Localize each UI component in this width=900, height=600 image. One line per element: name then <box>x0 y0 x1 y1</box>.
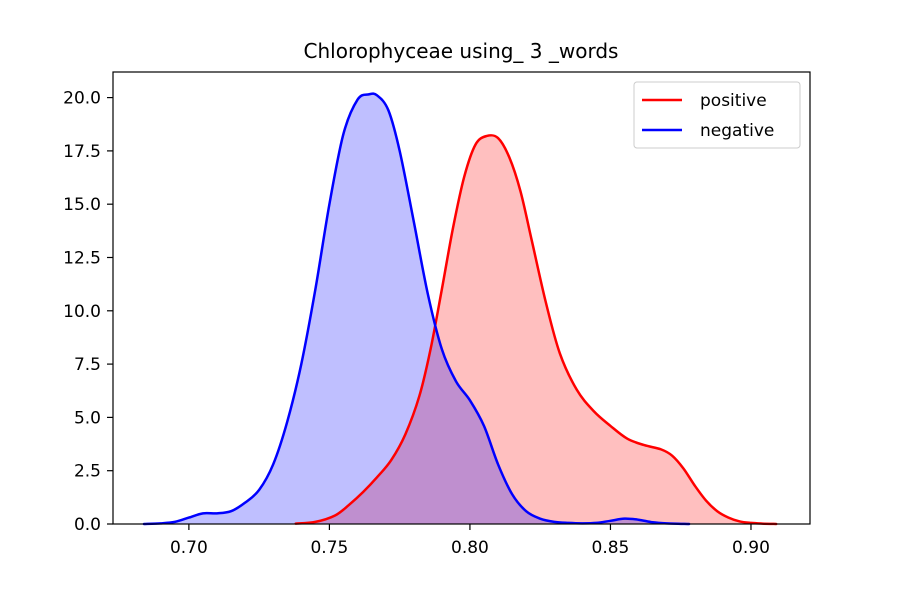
y-tick-label: 17.5 <box>63 142 101 162</box>
plot-frame <box>112 71 811 525</box>
x-tick-label: 0.75 <box>310 538 348 558</box>
legend-label-positive: positive <box>700 91 767 111</box>
fills-layer <box>143 93 777 524</box>
area-negative <box>143 93 690 524</box>
line-negative <box>142 92 691 526</box>
chart-title: Chlorophyceae using_ 3 _words <box>304 39 619 63</box>
x-tick-label: 0.90 <box>732 538 770 558</box>
legend-box <box>633 81 801 149</box>
x-tick-label: 0.85 <box>592 538 630 558</box>
y-tick-label: 12.5 <box>63 248 101 268</box>
y-tick-label: 2.5 <box>74 462 101 482</box>
area-positive <box>295 135 777 524</box>
axes-layer: 0.70 0.75 0.80 0.85 0.90 0.0 2.5 5.0 7.5 10.0 12.5… <box>63 71 811 558</box>
lines-layer <box>142 92 778 526</box>
y-tick-label: 5.0 <box>74 408 101 428</box>
line-positive <box>294 133 778 526</box>
y-tick-label: 15.0 <box>63 195 101 215</box>
x-tick-label: 0.80 <box>451 538 489 558</box>
legend-label-negative: negative <box>700 121 774 141</box>
y-tick-label: 10.0 <box>63 302 101 322</box>
y-tick-label: 0.0 <box>74 515 101 535</box>
y-tick-label: 7.5 <box>74 355 101 375</box>
legend: positive negative <box>633 81 801 149</box>
x-tick-label: 0.70 <box>170 538 208 558</box>
y-tick-label: 20.0 <box>63 89 101 109</box>
